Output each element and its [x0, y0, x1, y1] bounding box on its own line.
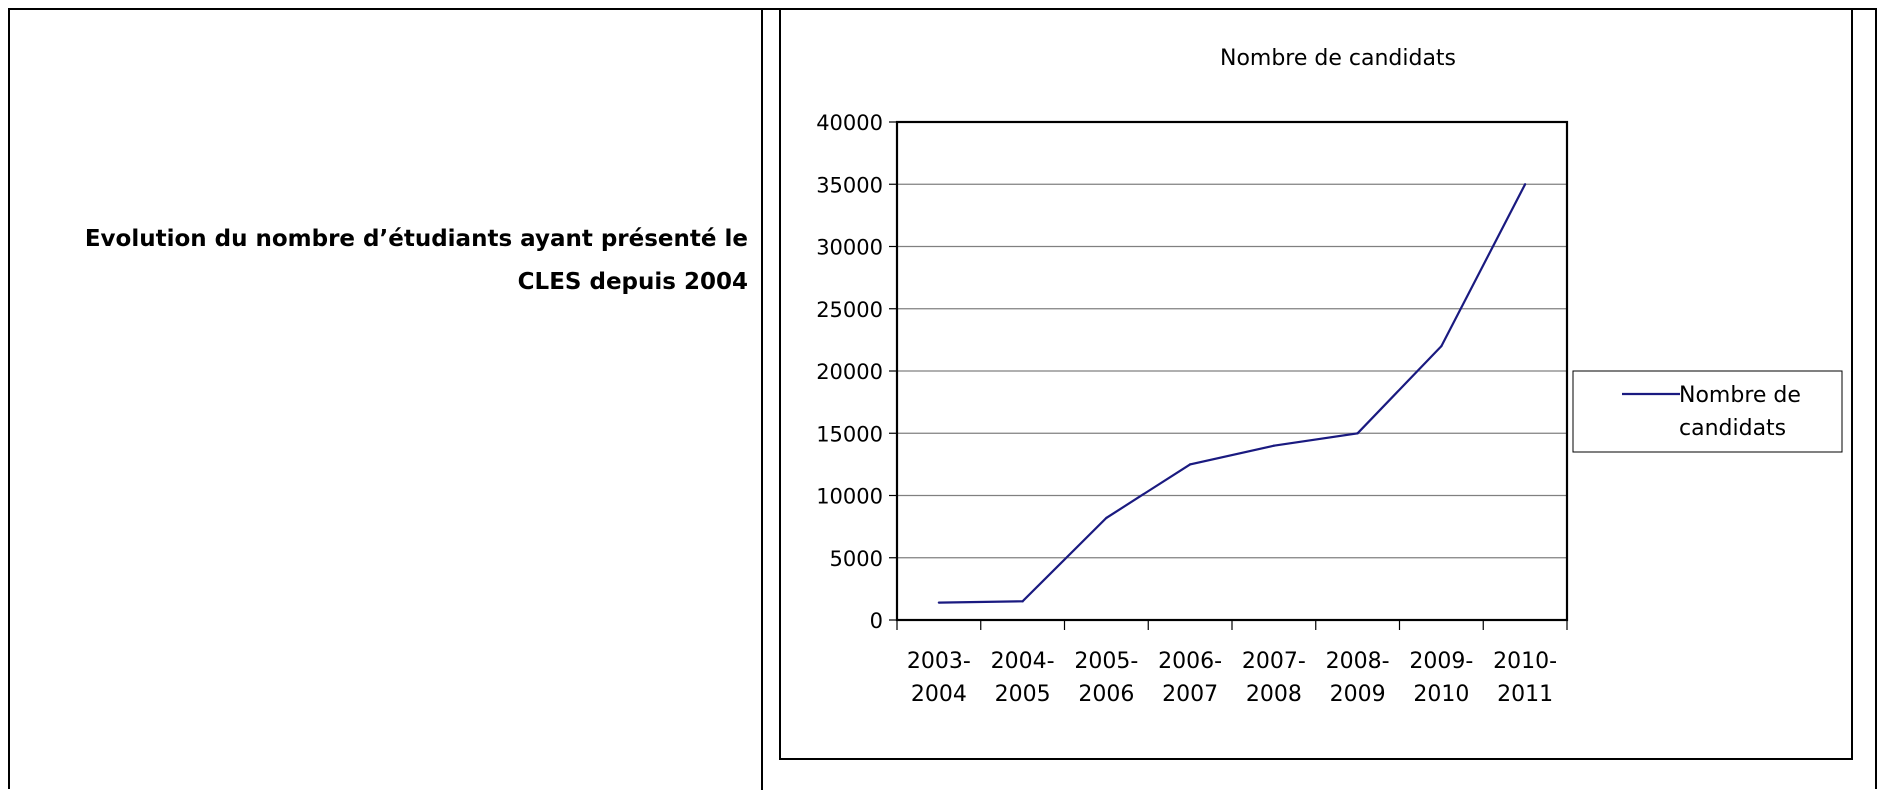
x-tick-label: 2005-2006 [1074, 649, 1138, 707]
legend-box [1572, 370, 1843, 453]
data-point [1524, 183, 1527, 186]
y-tick-label: 25000 [816, 298, 883, 322]
data-point [1189, 463, 1192, 466]
caption-line-1: Evolution du nombre d’étudiants ayant pr… [84, 226, 748, 252]
y-tick-label: 30000 [816, 236, 883, 260]
y-tick-label: 0 [870, 609, 883, 633]
data-point [1356, 432, 1359, 435]
line-chart: 0 5000 10000 15000 20000 25000 30000 35000 40000… [816, 46, 1843, 707]
chart-panel: 0 5000 10000 15000 20000 25000 30000 35000 40000… [779, 8, 1853, 760]
column-divider [761, 8, 763, 790]
x-tick-label: 2009-2010 [1409, 649, 1473, 707]
y-tick-label: 5000 [830, 547, 883, 571]
y-tick-label: 35000 [816, 173, 883, 197]
data-point [1272, 444, 1275, 447]
data-point [1021, 600, 1024, 603]
y-tick-label: 10000 [816, 485, 883, 509]
y-tick-label: 20000 [816, 360, 883, 384]
data-point [1440, 345, 1443, 348]
legend-label: Nombre de candidats [1679, 383, 1801, 441]
data-point [1105, 516, 1108, 520]
x-tick-label: 2007-2008 [1242, 649, 1306, 707]
y-tick-label: 15000 [816, 422, 883, 446]
x-tick-label: 2003-2004 [907, 649, 971, 707]
data-point [937, 601, 940, 604]
series-line [938, 183, 1527, 604]
x-tick-label: 2008-2009 [1326, 649, 1390, 707]
y-tick-label: 40000 [816, 111, 883, 135]
caption-line-2: CLES depuis 2004 [517, 269, 748, 295]
x-tick-label: 2006-2007 [1158, 649, 1222, 707]
x-tick-label: 2010-2011 [1493, 649, 1557, 707]
x-tick-label: 2004-2005 [991, 649, 1055, 707]
figure-caption: Evolution du nombre d’étudiants ayant pr… [40, 218, 748, 304]
chart-title: Nombre de candidats [1220, 46, 1456, 71]
